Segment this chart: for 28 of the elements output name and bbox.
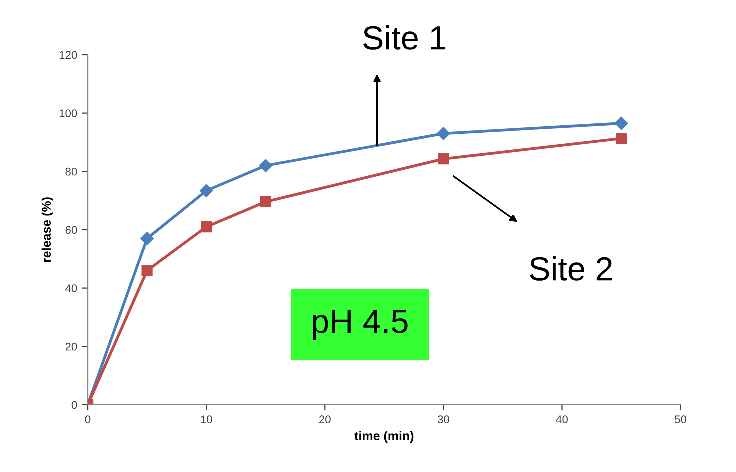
x-tick-label: 20	[320, 416, 331, 424]
x-tick-label: 30	[438, 416, 450, 424]
point	[260, 196, 272, 208]
point	[201, 222, 212, 233]
y-tick-label: 20	[66, 342, 78, 351]
point	[616, 133, 628, 144]
point	[142, 265, 153, 276]
x-axis-title: time (min)	[354, 431, 414, 443]
annotation: pH 4.5	[313, 310, 408, 340]
y-axis-title: release (%)	[42, 198, 54, 262]
annotation: Site 2	[530, 256, 612, 281]
x-tick-label: 0	[85, 416, 91, 424]
y-tick-label: 100	[60, 110, 78, 118]
x-tick-label: 50	[675, 416, 687, 424]
y-tick-label: 40	[66, 284, 78, 292]
y-tick-label: 80	[66, 168, 78, 176]
y-tick-label: 0	[72, 401, 78, 410]
point	[437, 127, 450, 140]
point	[438, 154, 450, 165]
point	[200, 184, 214, 198]
x-tick-label: 40	[556, 416, 568, 424]
y-tick-label: 120	[60, 51, 78, 60]
point	[614, 116, 628, 130]
point	[259, 159, 272, 172]
point	[140, 232, 154, 246]
x-tick-label: 10	[201, 416, 212, 424]
text: Site 1	[363, 25, 446, 50]
y-tick-label: 60	[66, 226, 78, 234]
